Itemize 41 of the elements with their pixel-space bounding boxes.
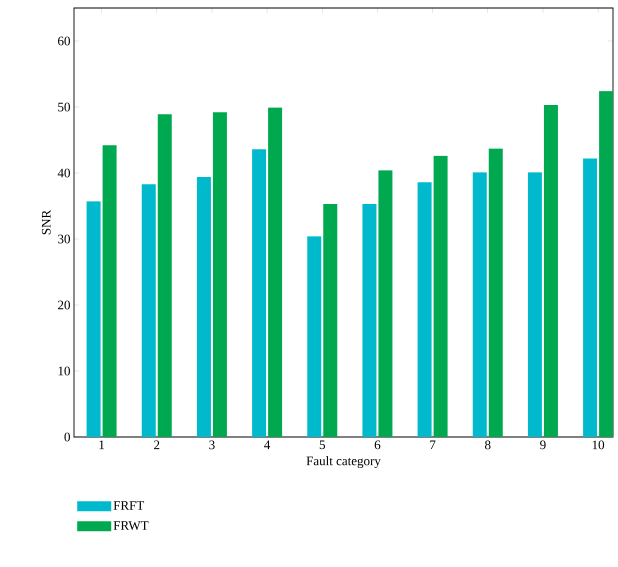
y-tick-label: 50	[58, 102, 70, 112]
y-axis-title: SNR	[42, 210, 51, 234]
bar	[434, 156, 448, 437]
y-tick-label: 40	[58, 168, 70, 178]
x-tick-label: 4	[264, 440, 270, 450]
bar	[418, 182, 432, 437]
bar	[142, 184, 156, 437]
x-tick-label: 8	[485, 440, 491, 450]
legend-label: FRWT	[114, 521, 148, 530]
bar	[528, 172, 542, 437]
bar	[378, 170, 392, 437]
bar	[583, 158, 598, 437]
bar	[158, 114, 172, 437]
x-axis-title: Fault category	[306, 456, 381, 468]
bar	[544, 105, 558, 437]
bar	[599, 91, 613, 437]
bar	[472, 172, 487, 437]
x-tick-label: 2	[154, 440, 160, 450]
x-tick-label: 9	[540, 440, 546, 450]
y-tick-label: 20	[58, 300, 70, 310]
bar	[86, 201, 101, 437]
y-tick-label: 0	[64, 432, 70, 442]
bar	[362, 204, 376, 437]
y-tick-label: 60	[58, 36, 70, 46]
legend-label: FRFT	[114, 501, 144, 510]
bar	[323, 204, 338, 437]
bar	[196, 176, 211, 437]
bar	[252, 149, 266, 437]
y-tick-label: 10	[58, 366, 70, 376]
x-tick-label: 3	[209, 440, 215, 450]
x-tick-label: 6	[374, 440, 380, 450]
x-tick-label: 10	[592, 440, 604, 450]
x-tick-label: 7	[430, 440, 436, 450]
bar	[488, 148, 503, 437]
x-tick-label: 1	[99, 440, 104, 450]
bar	[268, 108, 282, 437]
bar	[212, 112, 227, 437]
x-tick-label: 5	[320, 440, 325, 450]
bar	[307, 236, 322, 437]
y-tick-label: 30	[58, 234, 70, 244]
bar	[102, 145, 117, 437]
